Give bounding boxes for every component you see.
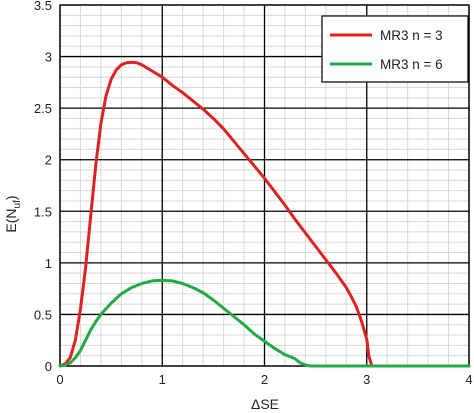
legend-label-series-1: MR3 n = 3 <box>380 28 443 43</box>
y-tick-label: 3 <box>45 50 52 65</box>
x-tick-label: 3 <box>363 372 370 387</box>
x-tick-label: 1 <box>159 372 166 387</box>
x-tick-label: 2 <box>261 372 268 387</box>
y-axis-label-close: ) <box>3 195 19 200</box>
y-tick-label: 2.5 <box>34 101 52 116</box>
y-tick-label: 1.5 <box>34 204 52 219</box>
y-axis-label-main: E(N <box>3 208 19 232</box>
y-tick-label: 0 <box>45 359 52 374</box>
series-line-1 <box>58 60 471 368</box>
legend-box <box>321 15 469 83</box>
axes <box>59 4 470 367</box>
legend-label-series-2: MR3 n = 6 <box>380 57 443 72</box>
y-tick-label: 2 <box>45 153 52 168</box>
y-axis-label: E(Nuf) <box>3 195 23 232</box>
x-axis-label: ΔSE <box>251 396 279 412</box>
series-line-2 <box>58 278 471 368</box>
x-tick-label: 0 <box>56 372 63 387</box>
x-tick-label: 4 <box>465 372 472 387</box>
y-tick-label: 1 <box>45 256 52 271</box>
series-lines <box>58 60 471 368</box>
y-tick-label: 0.5 <box>34 307 52 322</box>
y-tick-label: 3.5 <box>34 0 52 13</box>
plot-frame <box>59 4 470 367</box>
y-axis-label-sub: uf <box>12 200 23 209</box>
tick-labels: 0 1 2 3 4 0 0.5 1 1.5 2 2.5 3 3.5 <box>34 0 473 387</box>
legend: MR3 n = 3 MR3 n = 6 <box>321 15 469 83</box>
